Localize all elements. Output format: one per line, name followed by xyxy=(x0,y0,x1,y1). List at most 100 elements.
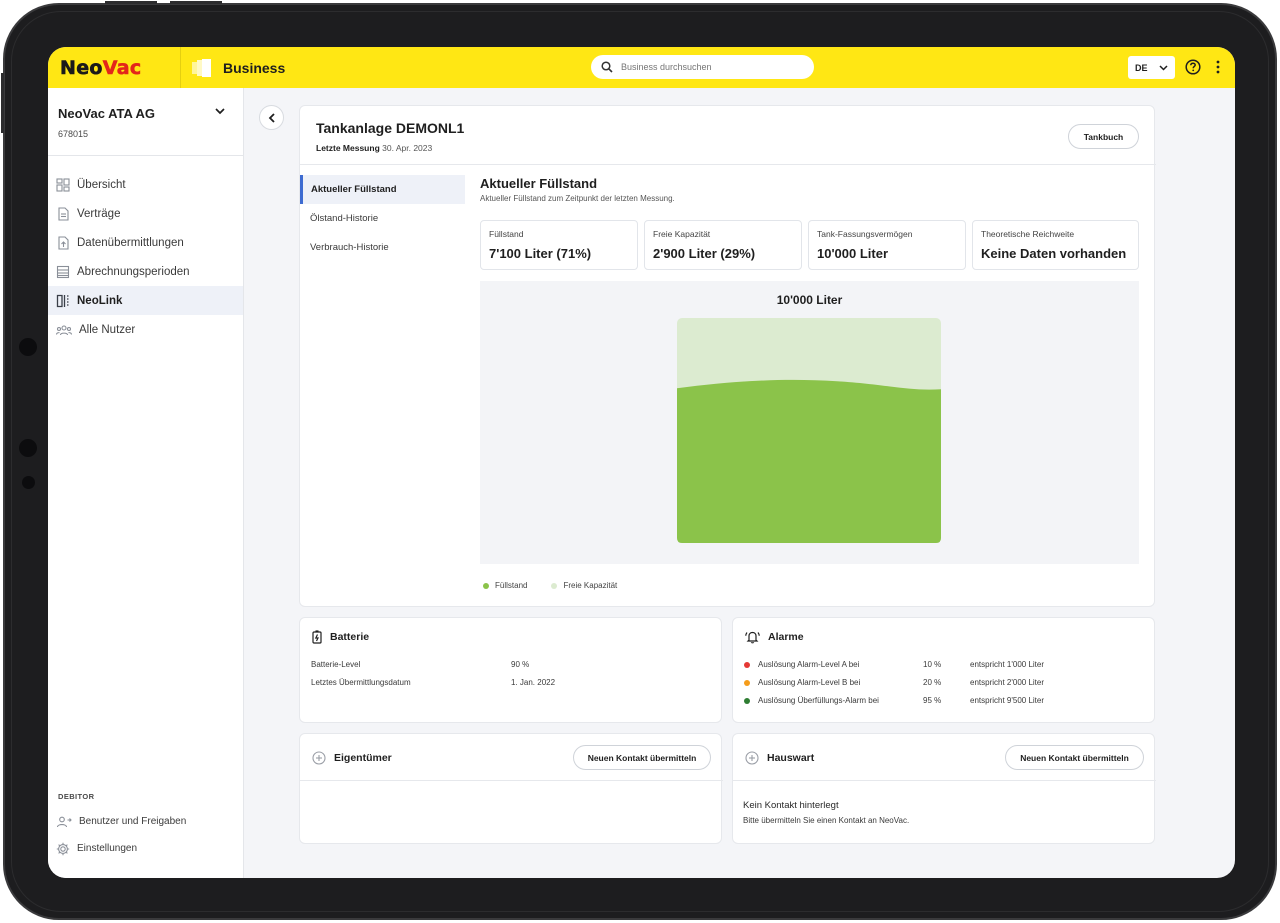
chart-legend: Füllstand Freie Kapazität xyxy=(483,581,617,590)
tank-tabs: Aktueller Füllstand Ölstand-Historie Ver… xyxy=(300,175,465,262)
table-icon xyxy=(56,265,70,278)
tab-oelstand-historie[interactable]: Ölstand-Historie xyxy=(310,213,379,224)
tank-fill-level xyxy=(677,379,941,543)
sidebar-item-vertraege[interactable]: Verträge xyxy=(48,199,243,228)
volume-button xyxy=(105,1,157,4)
battery-card: Batterie Batterie-Level 90 % Letztes Übe… xyxy=(299,617,722,723)
overflow-alarm-percent: 95 % xyxy=(923,696,942,705)
product-name: Business xyxy=(223,59,286,76)
owner-card: Eigentümer Neuen Kontakt übermitteln xyxy=(299,733,723,844)
no-contact-text: Bitte übermitteln Sie einen Kontakt an N… xyxy=(743,816,910,825)
org-name: NeoVac ATA AG xyxy=(58,106,156,121)
tab-aktueller-fuellstand[interactable]: Aktueller Füllstand xyxy=(300,175,465,204)
sidebar-item-neolink[interactable]: NeoLink xyxy=(48,286,243,315)
kpi-fuellstand: Füllstand 7'100 Liter (71%) xyxy=(480,220,638,270)
tank-chart-svg: 10'000 Liter xyxy=(677,293,941,543)
sidebar-item-einstellungen[interactable]: Einstellungen xyxy=(48,835,244,862)
sidebar-section-label: DEBITOR xyxy=(58,792,95,801)
battery-title: Batterie xyxy=(312,630,369,644)
overflow-alarm-label: Auslösung Überfüllungs-Alarm bei xyxy=(758,696,879,705)
alarm-b-equivalent: entspricht 2'000 Liter xyxy=(970,678,1045,687)
language-select[interactable]: DE xyxy=(1128,56,1175,79)
overflow-alarm-status-dot xyxy=(744,698,750,704)
sidebar-bottom-nav: Benutzer und Freigaben Einstellungen xyxy=(48,808,244,862)
divider xyxy=(733,780,1156,781)
alarm-a-status-dot xyxy=(744,662,750,668)
tab-verbrauch-historie[interactable]: Verbrauch-Historie xyxy=(310,242,389,253)
alarm-b-percent: 20 % xyxy=(923,678,942,687)
alarm-a-equivalent: entspricht 1'000 Liter xyxy=(970,660,1045,669)
section-subtitle: Aktueller Füllstand zum Zeitpunkt der le… xyxy=(480,194,675,203)
section-title: Aktueller Füllstand xyxy=(480,176,598,191)
chevron-down-icon xyxy=(1159,64,1168,71)
divider xyxy=(300,780,723,781)
tank-card: Tankanlage DEMONL1 Letzte Messung 30. Ap… xyxy=(299,105,1156,607)
owner-new-contact-button[interactable]: Neuen Kontakt übermitteln xyxy=(573,745,711,770)
battery-icon xyxy=(312,630,322,644)
chevron-left-icon xyxy=(268,112,275,123)
legend-item-fuellstand: Füllstand xyxy=(483,581,527,590)
search-input[interactable] xyxy=(621,62,801,72)
help-icon[interactable] xyxy=(1185,59,1201,75)
neolink-icon xyxy=(56,294,69,307)
caretaker-title: Hauswart xyxy=(745,751,814,765)
power-button xyxy=(1,73,4,133)
alarms-card: Alarme Auslösung Alarm-Level A bei 10 % … xyxy=(732,617,1155,723)
tankbuch-button[interactable]: Tankbuch xyxy=(1068,124,1139,149)
business-icon xyxy=(192,58,211,77)
upload-document-icon xyxy=(58,235,69,250)
organization-switcher[interactable]: NeoVac ATA AG 678015 xyxy=(48,88,243,156)
kpi-reichweite: Theoretische Reichweite Keine Daten vorh… xyxy=(972,220,1139,270)
neovac-logo[interactable]: Neo Vac xyxy=(60,56,142,79)
alarm-b-status-dot xyxy=(744,680,750,686)
sidebar-item-datenuebermittlungen[interactable]: Datenübermittlungen xyxy=(48,228,243,257)
chart-title: 10'000 Liter xyxy=(777,293,843,307)
tank-chart: 10'000 Liter xyxy=(480,281,1139,564)
legend-item-freie-kapazitaet: Freie Kapazität xyxy=(551,581,617,590)
sidebar-item-abrechnungsperioden[interactable]: Abrechnungsperioden xyxy=(48,257,243,286)
camera-dot xyxy=(22,476,35,489)
last-transmission-label: Letztes Übermittlungsdatum xyxy=(311,678,411,687)
camera-dot xyxy=(19,439,37,457)
alarms-title: Alarme xyxy=(745,630,804,644)
users-icon xyxy=(56,324,72,335)
main-nav: Übersicht Verträge Datenübermittlungen A… xyxy=(48,170,243,344)
alarm-a-label: Auslösung Alarm-Level A bei xyxy=(758,660,860,669)
chevron-down-icon xyxy=(215,108,225,115)
battery-level-label: Batterie-Level xyxy=(311,660,361,669)
sidebar-item-uebersicht[interactable]: Übersicht xyxy=(48,170,243,199)
sidebar: NeoVac ATA AG 678015 Übersicht Verträge … xyxy=(48,88,244,878)
last-transmission-value: 1. Jan. 2022 xyxy=(511,678,556,687)
battery-level-value: 90 % xyxy=(511,660,530,669)
alarm-b-label: Auslösung Alarm-Level B bei xyxy=(758,678,861,687)
org-id: 678015 xyxy=(58,129,89,139)
more-vertical-icon[interactable] xyxy=(1216,59,1220,75)
caretaker-new-contact-button[interactable]: Neuen Kontakt übermitteln xyxy=(1005,745,1144,770)
last-measurement: Letzte Messung 30. Apr. 2023 xyxy=(316,143,433,153)
add-circle-icon[interactable] xyxy=(312,751,326,765)
document-icon xyxy=(58,206,69,221)
tank-title: Tankanlage DEMONL1 xyxy=(316,120,465,136)
top-bar: NeoVac Business DE xyxy=(48,47,1235,88)
sidebar-item-benutzer-freigaben[interactable]: Benutzer und Freigaben xyxy=(48,808,244,835)
search-box[interactable] xyxy=(591,55,814,79)
alarm-bell-icon xyxy=(745,631,760,644)
owner-title: Eigentümer xyxy=(312,751,392,765)
search-icon xyxy=(601,61,613,73)
kpi-freie-kapazitaet: Freie Kapazität 2'900 Liter (29%) xyxy=(644,220,802,270)
no-contact-title: Kein Kontakt hinterlegt xyxy=(743,800,839,811)
topbar-divider xyxy=(180,47,181,88)
user-share-icon xyxy=(56,816,72,827)
add-circle-icon[interactable] xyxy=(745,751,759,765)
gear-icon xyxy=(56,842,70,855)
sidebar-item-alle-nutzer[interactable]: Alle Nutzer xyxy=(48,315,243,344)
app-screen: NeoVac Business DE xyxy=(48,47,1235,878)
volume-button xyxy=(170,1,222,4)
product-switcher[interactable]: Business xyxy=(191,58,285,78)
caretaker-card: Hauswart Neuen Kontakt übermitteln Kein … xyxy=(732,733,1156,844)
grid-icon xyxy=(56,177,70,192)
back-button[interactable] xyxy=(259,105,284,130)
kpi-fassungsvermoegen: Tank-Fassungsvermögen 10'000 Liter xyxy=(808,220,966,270)
alarm-a-percent: 10 % xyxy=(923,660,942,669)
overflow-alarm-equivalent: entspricht 9'500 Liter xyxy=(970,696,1045,705)
